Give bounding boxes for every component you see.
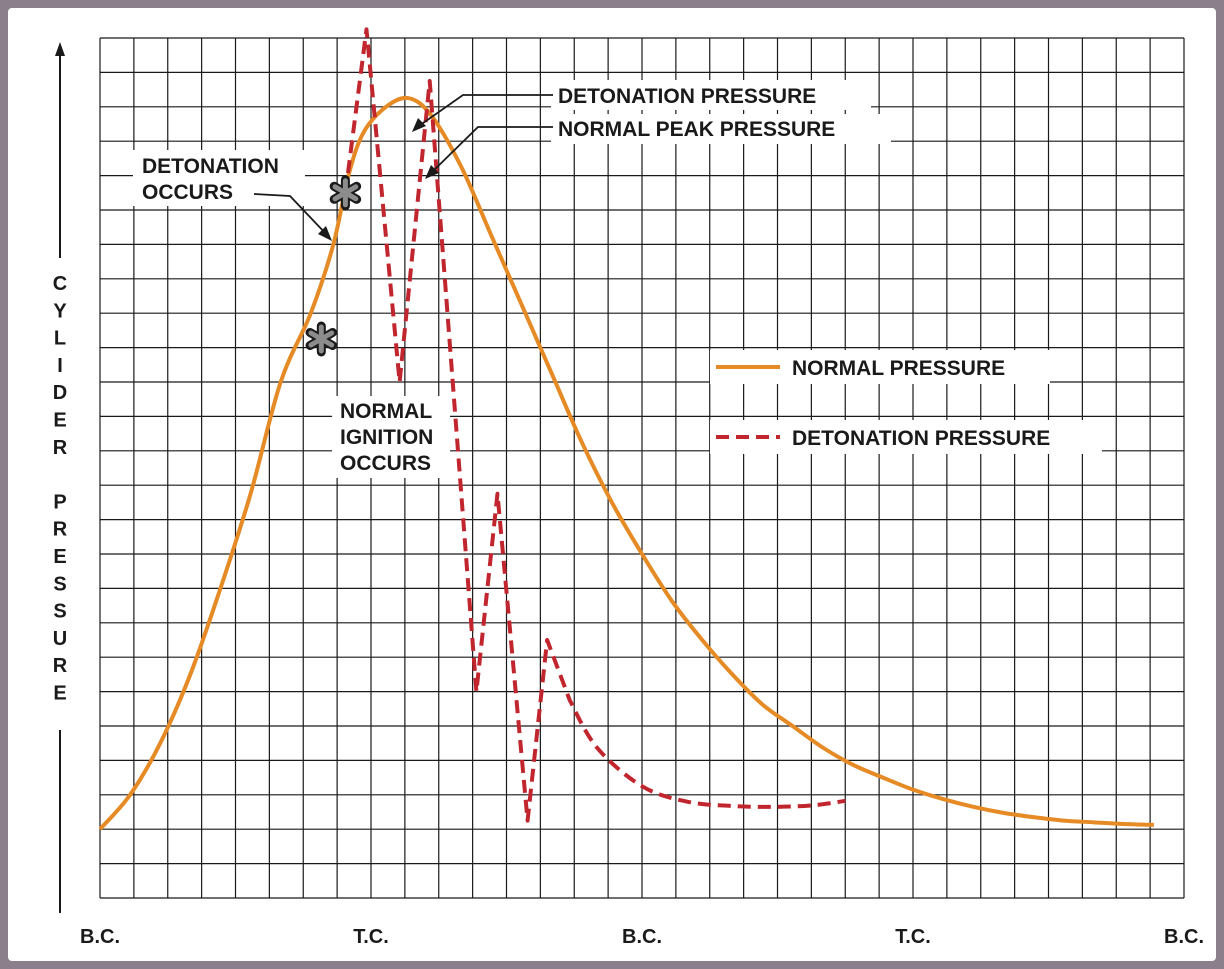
annotation-detonation-occurs-line2: OCCURS	[142, 181, 233, 204]
detonation-star-icon	[329, 175, 362, 211]
arrowhead-icon	[318, 226, 332, 241]
y-axis-label-letter: C	[53, 273, 67, 295]
annotation-detonation-pressure-text: DETONATION PRESSURE	[558, 85, 816, 108]
y-axis-label-letter: P	[53, 491, 66, 513]
annotation-normal-peak-pressure-text: NORMAL PEAK PRESSURE	[558, 118, 835, 141]
y-axis-label-letter: E	[53, 410, 66, 432]
annotation-detonation-pressure: DETONATION PRESSURE	[412, 80, 871, 132]
y-axis-label-letter: L	[54, 328, 66, 350]
y-axis-label-letter: S	[53, 573, 66, 595]
annotation-normal-ignition-line2: IGNITION	[340, 426, 433, 449]
y-axis-label-letter: E	[53, 546, 66, 568]
legend-detonation-label: DETONATION PRESSURE	[792, 427, 1050, 450]
x-tick-label: B.C.	[622, 926, 662, 948]
y-axis-label-letter: Y	[53, 300, 67, 322]
annotation-detonation-occurs-line1: DETONATION	[142, 155, 279, 178]
annotation-normal-ignition: NORMAL IGNITION OCCURS	[332, 396, 450, 478]
legend: NORMAL PRESSURE DETONATION PRESSURE	[710, 350, 1102, 454]
arrowhead-icon	[425, 165, 439, 179]
x-tick-label: T.C.	[895, 926, 931, 948]
annotation-normal-ignition-line3: OCCURS	[340, 452, 431, 475]
y-axis-label-letter: R	[53, 437, 68, 459]
y-axis-label-letter: E	[53, 683, 66, 705]
y-axis-label-letter: U	[53, 628, 67, 650]
series-detonation-pressure	[343, 27, 846, 823]
event-markers	[305, 175, 362, 357]
annotation-normal-ignition-line1: NORMAL	[340, 400, 432, 423]
annotation-normal-peak-pressure: NORMAL PEAK PRESSURE	[425, 114, 891, 179]
y-axis-label-letter: R	[53, 655, 68, 677]
legend-normal-label: NORMAL PRESSURE	[792, 357, 1005, 380]
y-axis-arrowhead	[55, 42, 65, 56]
y-axis-label-letter: I	[57, 355, 63, 377]
x-tick-label: T.C.	[353, 926, 389, 948]
legend-detonation-bg	[710, 420, 1102, 454]
series-normal-pressure	[98, 95, 1154, 831]
x-tick-label: B.C.	[1164, 926, 1204, 948]
y-axis-label-letter: D	[53, 382, 67, 404]
x-tick-label: B.C.	[80, 926, 120, 948]
ignition-star-icon	[305, 321, 338, 357]
annotation-detonation-occurs: DETONATION OCCURS	[133, 150, 332, 241]
x-tick-labels: B.C. T.C. B.C. T.C. B.C.	[80, 926, 1204, 948]
y-axis-label-letter: R	[53, 519, 68, 541]
y-axis-label-letter: S	[53, 601, 66, 623]
arrowhead-icon	[412, 118, 426, 132]
